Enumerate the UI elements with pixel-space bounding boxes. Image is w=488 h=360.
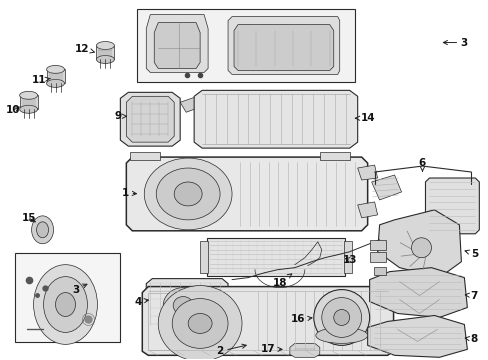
Polygon shape: [377, 210, 461, 278]
Text: 12: 12: [75, 44, 94, 54]
Bar: [369, 240, 385, 250]
Text: 11: 11: [31, 75, 50, 85]
Bar: [15, 253, 120, 342]
Text: 8: 8: [464, 334, 477, 345]
Ellipse shape: [321, 298, 361, 337]
Polygon shape: [146, 15, 208, 72]
Bar: [130, 152, 160, 160]
Text: 3: 3: [443, 37, 467, 48]
Ellipse shape: [174, 182, 202, 206]
Text: 6: 6: [418, 158, 425, 171]
Bar: [148, 293, 208, 350]
Text: 9: 9: [115, 111, 126, 121]
Text: 10: 10: [5, 105, 20, 115]
Ellipse shape: [20, 105, 38, 113]
Bar: [207, 238, 344, 276]
Bar: [373, 267, 385, 275]
Ellipse shape: [37, 222, 48, 238]
Ellipse shape: [20, 91, 38, 99]
Text: 14: 14: [355, 113, 374, 123]
Bar: [343, 241, 351, 273]
Text: 4: 4: [134, 297, 148, 306]
Ellipse shape: [43, 276, 87, 332]
Polygon shape: [96, 45, 114, 59]
Polygon shape: [425, 178, 478, 234]
Ellipse shape: [96, 55, 114, 63]
Text: 5: 5: [464, 249, 477, 259]
Text: 16: 16: [290, 314, 311, 324]
Bar: [137, 9, 354, 82]
Ellipse shape: [172, 298, 227, 348]
Polygon shape: [227, 17, 339, 75]
Polygon shape: [154, 23, 200, 68]
Text: 18: 18: [272, 274, 291, 288]
Text: 17: 17: [260, 345, 282, 354]
Polygon shape: [367, 315, 467, 357]
Ellipse shape: [144, 158, 232, 230]
Text: 1: 1: [122, 188, 136, 198]
Ellipse shape: [46, 80, 64, 87]
Ellipse shape: [188, 314, 212, 333]
Ellipse shape: [156, 168, 220, 220]
Polygon shape: [357, 202, 377, 218]
Polygon shape: [142, 287, 393, 355]
Polygon shape: [46, 69, 64, 84]
Polygon shape: [180, 95, 204, 112]
Bar: [369, 252, 385, 262]
Ellipse shape: [158, 285, 242, 360]
Polygon shape: [20, 95, 38, 109]
Ellipse shape: [46, 66, 64, 73]
Ellipse shape: [34, 265, 97, 345]
Polygon shape: [234, 24, 333, 71]
Ellipse shape: [173, 297, 193, 315]
Text: 15: 15: [21, 213, 36, 223]
Ellipse shape: [32, 216, 53, 244]
Polygon shape: [369, 268, 467, 318]
Polygon shape: [194, 90, 357, 148]
Polygon shape: [371, 175, 401, 200]
Polygon shape: [357, 165, 377, 180]
Text: 7: 7: [464, 291, 477, 301]
Ellipse shape: [96, 41, 114, 50]
Polygon shape: [126, 96, 174, 142]
Ellipse shape: [411, 238, 430, 258]
Bar: [319, 152, 349, 160]
Polygon shape: [120, 92, 180, 146]
Text: 2: 2: [216, 344, 246, 356]
Text: 3: 3: [72, 284, 87, 294]
Ellipse shape: [315, 328, 367, 343]
Ellipse shape: [163, 288, 203, 323]
Polygon shape: [289, 343, 319, 357]
Bar: [200, 241, 208, 273]
Polygon shape: [146, 279, 227, 329]
Ellipse shape: [56, 293, 75, 316]
Text: 13: 13: [342, 255, 356, 265]
Polygon shape: [126, 157, 367, 231]
Ellipse shape: [313, 289, 369, 345]
Ellipse shape: [333, 310, 349, 325]
